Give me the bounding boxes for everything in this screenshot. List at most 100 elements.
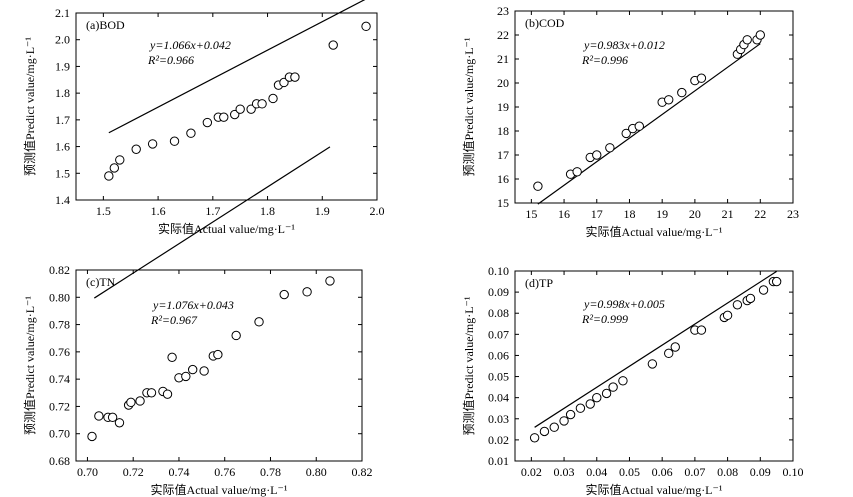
r-squared: R²=0.967 — [150, 313, 198, 327]
data-point — [219, 112, 229, 122]
data-point — [585, 399, 595, 409]
y-tick-label: 1.6 — [55, 140, 70, 154]
data-point — [755, 30, 765, 40]
x-tick-label: 0.04 — [586, 465, 607, 479]
data-point — [254, 317, 264, 327]
regression-equation: y=1.076x+0.043 — [152, 298, 234, 312]
y-tick-label: 15 — [497, 196, 509, 210]
r-squared: R²=0.996 — [581, 53, 628, 67]
y-tick-label: 0.01 — [488, 454, 509, 468]
data-point — [677, 87, 687, 98]
fit-line — [537, 43, 761, 205]
data-point — [202, 117, 213, 128]
data-point — [135, 396, 145, 406]
data-point — [169, 136, 180, 146]
x-tick-label: 21 — [722, 207, 734, 221]
data-point — [131, 144, 141, 154]
y-tick-label: 16 — [497, 172, 509, 186]
y-tick-label: 22 — [497, 28, 509, 42]
y-tick-label: 0.05 — [488, 370, 509, 384]
y-tick-label: 0.76 — [49, 345, 70, 359]
y-tick-label: 0.02 — [488, 433, 509, 447]
x-tick-label: 0.05 — [619, 465, 640, 479]
y-tick-label: 20 — [497, 76, 509, 90]
data-point — [186, 128, 196, 138]
data-point — [146, 388, 157, 398]
x-tick-label: 0.82 — [352, 465, 373, 479]
fit-line — [534, 270, 777, 428]
x-tick-label: 0.09 — [750, 465, 771, 479]
data-point — [670, 342, 680, 352]
x-tick-label: 17 — [591, 207, 603, 221]
y-tick-label: 1.9 — [55, 59, 70, 73]
x-tick-label: 1.6 — [151, 204, 166, 218]
y-tick-label: 0.80 — [49, 290, 70, 304]
y-tick-label: 0.72 — [49, 399, 70, 413]
x-tick-label: 18 — [623, 207, 635, 221]
data-point — [634, 121, 644, 131]
data-point — [732, 300, 743, 310]
data-point — [167, 352, 177, 363]
data-point — [162, 389, 173, 399]
fit-line — [93, 146, 331, 299]
x-tick-label: 19 — [656, 207, 668, 221]
data-point — [758, 285, 769, 295]
data-point — [601, 388, 612, 399]
data-point — [361, 21, 371, 32]
x-tick-label: 0.72 — [123, 465, 144, 479]
x-axis-label: 实际值Actual value/mg·L⁻¹ — [151, 482, 288, 497]
x-tick-label: 0.74 — [168, 465, 189, 479]
data-point — [231, 330, 241, 341]
plot-frame — [75, 269, 363, 462]
data-point — [696, 73, 707, 83]
data-point — [213, 349, 223, 360]
x-tick-label: 20 — [689, 207, 701, 221]
data-point — [104, 171, 114, 181]
x-tick-label: 1.9 — [315, 204, 330, 218]
data-point — [107, 412, 118, 423]
x-tick-label: 1.7 — [205, 204, 220, 218]
data-point — [279, 289, 289, 300]
y-tick-label: 0.04 — [488, 391, 509, 405]
y-axis-label: 预测值Predict value/mg·L⁻¹ — [22, 37, 37, 176]
data-point — [290, 72, 300, 82]
data-point — [742, 35, 752, 45]
data-point — [268, 93, 278, 104]
data-point — [575, 403, 586, 413]
x-axis-label: 实际值Actual value/mg·L⁻¹ — [586, 482, 723, 497]
data-point — [771, 276, 782, 287]
x-axis-label: 实际值Actual value/mg·L⁻¹ — [586, 224, 723, 239]
y-axis-label: 预测值Predict value/mg·L⁻¹ — [22, 296, 37, 435]
y-axis-label: 预测值Predict value/mg·L⁻¹ — [461, 37, 476, 176]
x-tick-label: 2.0 — [370, 204, 385, 218]
data-point — [187, 364, 198, 375]
data-point — [302, 287, 312, 297]
y-tick-label: 0.82 — [49, 263, 70, 277]
chart-panel-tp: 0.02 0.03 0.04 0.05 0.06 0.07 0.08 0.09 0.10 0.01… — [461, 264, 804, 497]
data-point — [147, 139, 158, 149]
data-point — [549, 422, 559, 432]
y-tick-label: 2.1 — [55, 6, 70, 20]
data-point — [533, 181, 543, 191]
x-tick-label: 0.02 — [521, 465, 542, 479]
y-tick-label: 0.06 — [488, 348, 509, 362]
data-point — [257, 99, 267, 109]
data-point — [181, 371, 191, 382]
x-tick-label: 15 — [525, 207, 537, 221]
data-point — [559, 416, 569, 426]
panel-title: (a)BOD — [86, 18, 125, 32]
y-tick-label: 23 — [497, 4, 509, 18]
fit-line — [108, 0, 366, 134]
data-point — [325, 276, 335, 286]
y-tick-label: 0.03 — [488, 412, 509, 426]
y-tick-label: 18 — [497, 124, 509, 138]
regression-equation: y=0.983x+0.012 — [583, 38, 665, 52]
x-tick-label: 0.03 — [554, 465, 575, 479]
x-tick-label: 0.10 — [783, 465, 804, 479]
x-tick-label: 1.5 — [96, 204, 111, 218]
data-point — [539, 426, 550, 437]
y-tick-label: 0.08 — [488, 306, 509, 320]
y-tick-label: 1.4 — [55, 193, 70, 207]
data-point — [621, 128, 631, 139]
data-point — [696, 325, 707, 335]
